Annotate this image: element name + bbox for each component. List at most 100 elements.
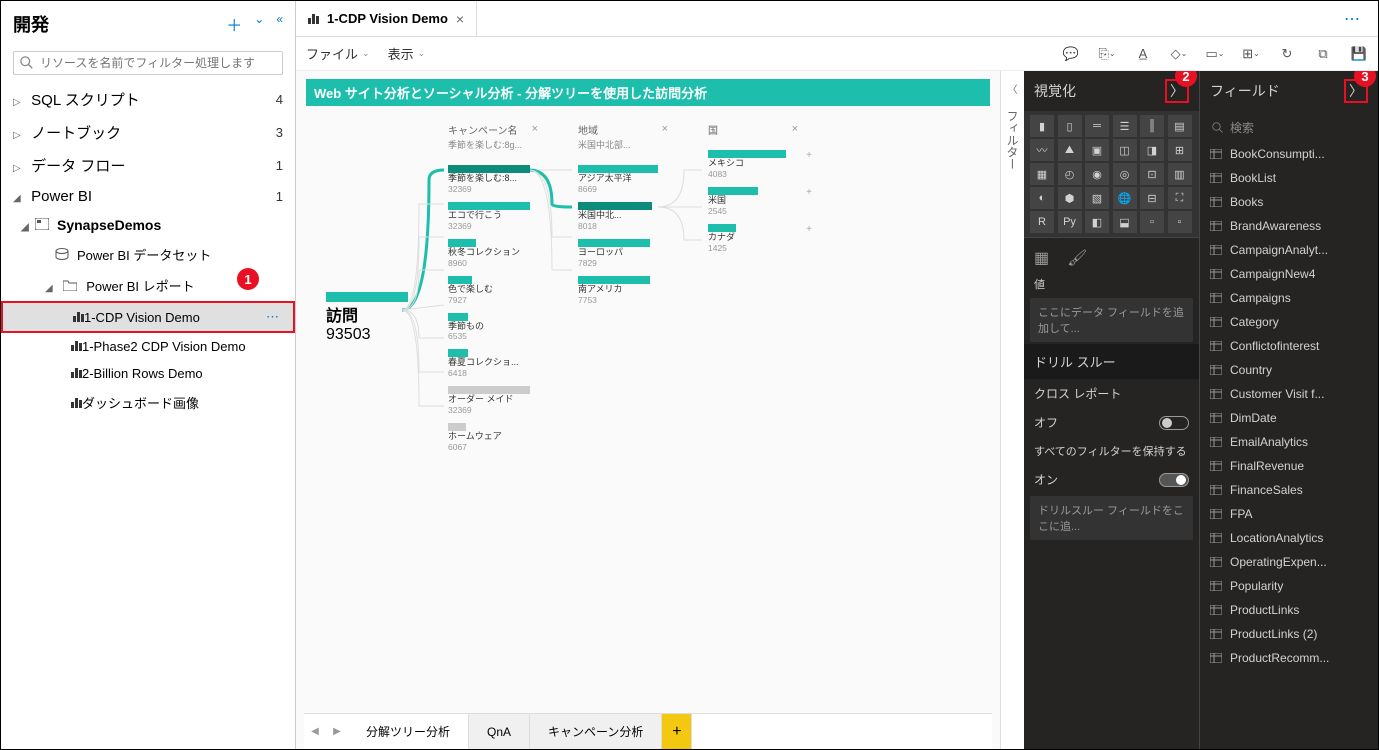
field-item[interactable]: ProductLinks [1200, 598, 1378, 622]
field-item[interactable]: EmailAnalytics [1200, 430, 1378, 454]
tree-group-notebook[interactable]: ▷ ノートブック3 [1, 116, 295, 149]
decomp-node[interactable]: 南アメリカ7753 [578, 276, 668, 305]
refresh-icon[interactable]: ↻ [1278, 45, 1296, 63]
decomp-root[interactable]: 訪問 93503 [326, 292, 408, 560]
tree-group-dataflow[interactable]: ▷ データ フロー1 [1, 149, 295, 182]
shape-icon[interactable]: ◇⌄ [1170, 45, 1188, 63]
vis-type-icon[interactable]: ⬓ [1113, 211, 1137, 233]
field-item[interactable]: FPA [1200, 502, 1378, 526]
decomp-node[interactable]: カナダ1425+ [708, 224, 798, 253]
page-tab[interactable]: 分解ツリー分析 [348, 714, 469, 749]
field-item[interactable]: ProductRecomm... [1200, 646, 1378, 670]
field-item[interactable]: BookList [1200, 166, 1378, 190]
keep-filters-toggle[interactable] [1159, 473, 1189, 487]
field-item[interactable]: CampaignAnalyt... [1200, 238, 1378, 262]
page-next[interactable]: ▶ [326, 726, 348, 737]
remove-icon[interactable]: × [662, 123, 668, 135]
filters-collapsed[interactable]: 〈 フィルター [1000, 71, 1024, 749]
expand-node-icon[interactable]: + [806, 187, 812, 198]
vis-panel-collapse[interactable]: 〉 2 [1165, 79, 1189, 103]
vis-type-icon[interactable]: ▧ [1085, 187, 1109, 209]
page-tab[interactable]: キャンペーン分析 [530, 714, 662, 749]
tree-dataset[interactable]: Power BI データセット [1, 239, 295, 270]
vis-type-icon[interactable]: ◎ [1113, 163, 1137, 185]
decomp-tree-visual[interactable]: Web サイト分析とソーシャル分析 - 分解ツリーを使用した訪問分析 [306, 79, 990, 566]
field-item[interactable]: Country [1200, 358, 1378, 382]
report-item[interactable]: ダッシュボード画像 [1, 387, 295, 418]
vis-type-icon[interactable]: ◨ [1140, 139, 1164, 161]
field-item[interactable]: Popularity [1200, 574, 1378, 598]
vis-type-icon[interactable]: ▣ [1085, 139, 1109, 161]
drill-drop[interactable]: ドリルスルー フィールドをここに追... [1030, 496, 1193, 540]
cross-report-toggle[interactable] [1159, 416, 1189, 430]
report-item[interactable]: 2-Billion Rows Demo [1, 360, 295, 387]
decomp-node[interactable]: 春夏コレクショ...6418 [448, 349, 538, 378]
vis-type-icon[interactable]: ▯ [1058, 115, 1082, 137]
vis-type-icon[interactable]: ▦ [1030, 163, 1054, 185]
document-tab[interactable]: 1-CDP Vision Demo × [296, 1, 477, 36]
field-item[interactable]: DimDate [1200, 406, 1378, 430]
copy-icon[interactable]: ⎘⌄ [1098, 45, 1116, 63]
report-item[interactable]: 1-CDP Vision Demo⋯ [1, 301, 295, 333]
vis-type-icon[interactable]: ◐ [1030, 187, 1054, 209]
decomp-node[interactable]: アジア太平洋8669 [578, 165, 668, 194]
vis-type-icon[interactable]: ═ [1085, 115, 1109, 137]
decomp-col-header[interactable]: 国× [708, 122, 798, 136]
vis-type-icon[interactable]: R [1030, 211, 1054, 233]
vis-type-icon[interactable]: ⊡ [1140, 163, 1164, 185]
vis-type-icon[interactable]: ◧ [1085, 211, 1109, 233]
decomp-node[interactable]: オーダー メイド32369 [448, 386, 538, 415]
button-icon[interactable]: ▭⌄ [1206, 45, 1224, 63]
vis-type-icon[interactable]: ◉ [1085, 163, 1109, 185]
format-tab-icon[interactable]: 🖌 [1067, 248, 1087, 268]
field-item[interactable]: FinanceSales [1200, 478, 1378, 502]
field-item[interactable]: BrandAwareness [1200, 214, 1378, 238]
add-page-button[interactable]: + [662, 714, 692, 749]
expand-node-icon[interactable]: + [806, 150, 812, 161]
decomp-node[interactable]: 色で楽しむ7927 [448, 276, 538, 305]
field-item[interactable]: ProductLinks (2) [1200, 622, 1378, 646]
tree-group-sql[interactable]: ▷ SQL スクリプト4 [1, 83, 295, 116]
fields-tab-icon[interactable]: ▦ [1034, 248, 1049, 268]
fields-panel-collapse[interactable]: 〉 3 [1344, 79, 1368, 103]
decomp-node[interactable]: ヨーロッパ7829 [578, 239, 668, 268]
vis-type-icon[interactable]: 🌐 [1113, 187, 1137, 209]
vis-type-icon[interactable]: ▥ [1168, 163, 1192, 185]
decomp-node[interactable]: ホームウェア6067 [448, 423, 538, 452]
field-item[interactable]: Campaigns [1200, 286, 1378, 310]
field-item[interactable]: CampaignNew4 [1200, 262, 1378, 286]
vis-type-icon[interactable]: ▮ [1030, 115, 1054, 137]
decomp-col-header[interactable]: キャンペーン名× [448, 122, 538, 136]
decomp-node[interactable]: エコで行こう32369 [448, 202, 538, 231]
tree-workspace[interactable]: ◢SynapseDemos [1, 211, 295, 239]
explorer-search-input[interactable] [40, 56, 276, 70]
vis-type-icon[interactable]: ⊟ [1140, 187, 1164, 209]
decomp-col-header[interactable]: 地域× [578, 122, 668, 136]
decomp-node[interactable]: メキシコ4083+ [708, 150, 798, 179]
text-icon[interactable]: A̲ [1134, 45, 1152, 63]
add-icon[interactable]: ＋ [226, 12, 242, 36]
page-prev[interactable]: ◀ [304, 726, 326, 737]
comment-icon[interactable]: 💬 [1062, 45, 1080, 63]
vis-type-icon[interactable]: ║ [1140, 115, 1164, 137]
vis-type-icon[interactable]: ⬢ [1058, 187, 1082, 209]
field-item[interactable]: Customer Visit f... [1200, 382, 1378, 406]
decomp-node[interactable]: 季節もの6535 [448, 313, 538, 342]
tree-group-powerbi[interactable]: ◢ Power BI1 [1, 182, 295, 211]
duplicate-icon[interactable]: ⧉ [1314, 45, 1332, 63]
save-icon[interactable]: 💾 [1350, 45, 1368, 63]
page-tab[interactable]: QnA [469, 714, 530, 749]
vis-type-icon[interactable]: ⛰ [1058, 139, 1082, 161]
explorer-search[interactable] [13, 51, 283, 75]
vis-type-icon[interactable]: ▤ [1168, 115, 1192, 137]
vis-type-icon[interactable]: ⛶ [1168, 187, 1192, 209]
close-tab-icon[interactable]: × [456, 11, 464, 27]
remove-icon[interactable]: × [792, 123, 798, 135]
decomp-node[interactable]: 秋冬コレクション8960 [448, 239, 538, 268]
field-item[interactable]: Conflictofinterest [1200, 334, 1378, 358]
collapse-icon[interactable]: « [276, 12, 283, 36]
tab-overflow[interactable]: ⋯ [1328, 9, 1378, 29]
field-item[interactable]: OperatingExpen... [1200, 550, 1378, 574]
more-icon[interactable]: ⋯ [266, 309, 281, 325]
expand-icon[interactable]: ⌄ [254, 12, 264, 36]
